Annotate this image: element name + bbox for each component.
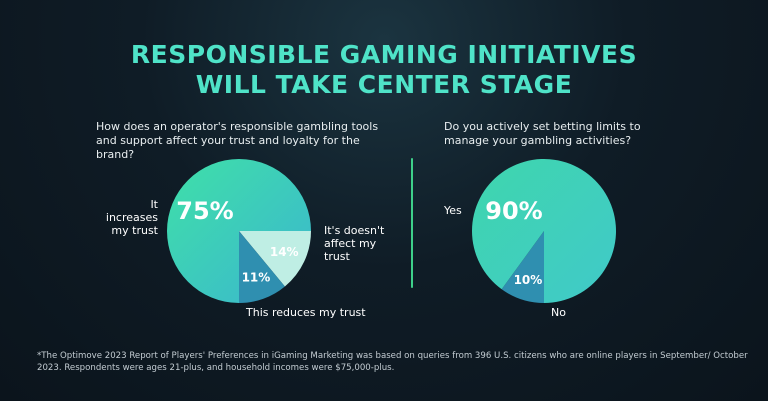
title-line-1: RESPONSIBLE GAMING INITIATIVES xyxy=(130,40,638,69)
title-line-2: WILL TAKE CENTER STAGE xyxy=(195,70,573,99)
chart-2-question: Do you actively set betting limits to ma… xyxy=(444,120,641,147)
pie-slice-75-pct xyxy=(167,159,311,303)
pie-slice-14-pct xyxy=(239,231,311,287)
pie-chart-trust: 14% 11% 75% xyxy=(167,159,311,303)
chart-1-question: How does an operator's responsible gambl… xyxy=(96,120,379,161)
pie-slice-10-pct xyxy=(501,231,544,303)
pie-value-label: 10% xyxy=(514,273,543,287)
pie-value-label: 14% xyxy=(270,245,299,259)
pie-value-label: 11% xyxy=(242,271,271,285)
label-reduces-trust: This reduces my trust xyxy=(246,306,366,319)
label-no-effect: It's doesn't affect my trust xyxy=(324,224,385,263)
pie-slice-11-pct xyxy=(239,231,285,303)
pie-slice-90-pct xyxy=(472,159,616,303)
footnote: *The Optimove 2023 Report of Players' Pr… xyxy=(37,351,748,373)
label-yes: Yes xyxy=(444,204,462,217)
pie-chart-limits: 10% 90% xyxy=(472,159,616,303)
label-increases-trust: It increases my trust xyxy=(105,198,158,237)
pie-value-label: 75% xyxy=(176,197,233,225)
pie-value-label: 90% xyxy=(485,197,542,225)
divider xyxy=(411,158,413,288)
label-no: No xyxy=(551,306,566,319)
page-title: RESPONSIBLE GAMING INITIATIVES WILL TAKE… xyxy=(0,40,768,100)
